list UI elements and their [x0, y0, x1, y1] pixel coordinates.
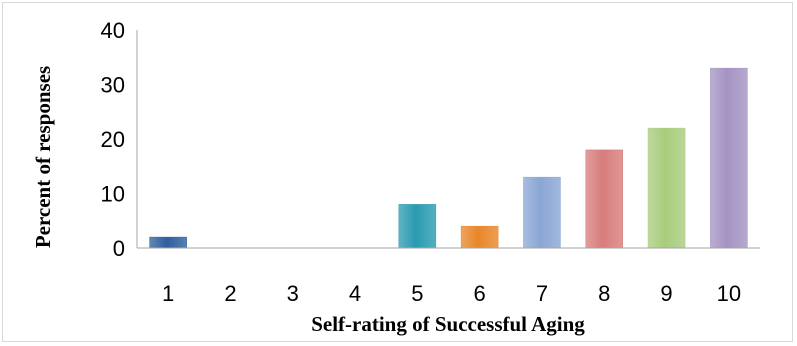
y-tick-label: 10 [101, 182, 125, 207]
bar-7 [523, 176, 561, 249]
x-tick-label: 4 [349, 281, 361, 306]
y-tick-label: 30 [101, 73, 125, 98]
bars [149, 67, 748, 249]
bar-9 [647, 127, 686, 249]
x-tick-label: 8 [598, 281, 610, 306]
x-axis-title: Self-rating of Successful Aging [311, 312, 585, 336]
x-tick-label: 9 [660, 281, 672, 306]
y-tick-label: 20 [101, 127, 125, 152]
bar-8 [585, 149, 623, 249]
y-tick-label: 40 [101, 18, 125, 43]
bar-6 [460, 225, 499, 249]
x-tick-label: 3 [287, 281, 299, 306]
x-tick-label: 7 [536, 281, 548, 306]
bar-1 [149, 236, 187, 249]
y-tick-label: 0 [113, 236, 125, 261]
bar-10 [710, 67, 748, 249]
y-axis-title: Percent of responses [31, 66, 55, 248]
x-tick-label: 5 [411, 281, 423, 306]
x-tick-label: 6 [474, 281, 486, 306]
x-tick-label: 10 [717, 281, 741, 306]
x-axis-ticks: 1 2 3 4 5 6 7 8 9 10 [162, 281, 741, 306]
x-tick-label: 2 [224, 281, 236, 306]
y-axis-ticks: 0 10 20 30 40 [101, 18, 125, 261]
bar-5 [398, 204, 437, 249]
x-tick-label: 1 [162, 281, 174, 306]
